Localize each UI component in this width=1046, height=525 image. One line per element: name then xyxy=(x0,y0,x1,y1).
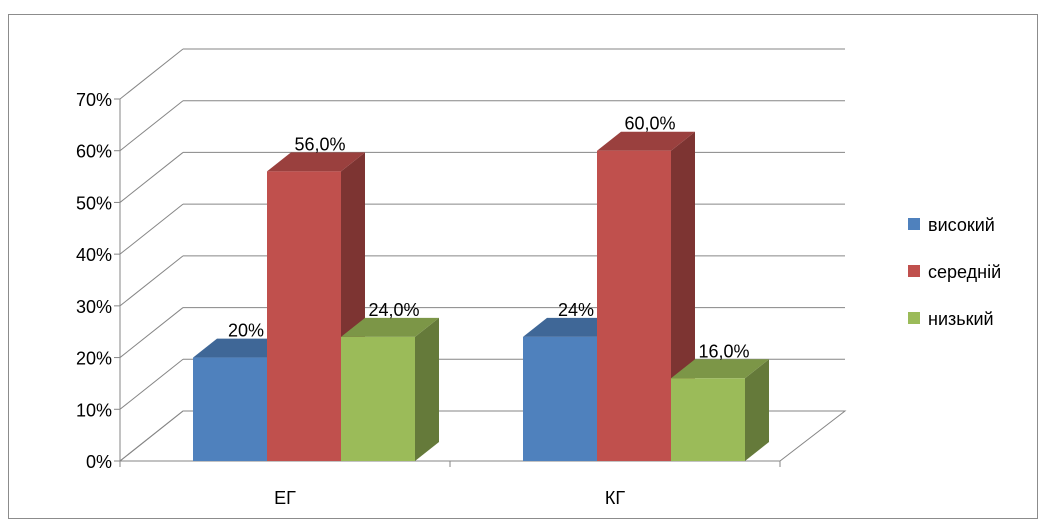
legend-swatch-середній xyxy=(908,265,920,277)
y-tick-label: 20% xyxy=(76,349,112,369)
legend-entry-високий: високий xyxy=(928,215,995,235)
bar-front xyxy=(341,336,415,461)
bar-side xyxy=(745,359,769,461)
data-label: 60,0% xyxy=(624,114,675,134)
gridline-side xyxy=(119,410,184,462)
y-tick-label: 50% xyxy=(76,193,112,213)
data-label: 16,0% xyxy=(698,341,749,361)
legend-swatch-високий xyxy=(908,218,920,230)
bar-top xyxy=(597,131,695,151)
gridline-side xyxy=(119,152,184,203)
y-tick-label: 40% xyxy=(76,245,112,265)
bar-front xyxy=(597,150,671,461)
data-label: 56,0% xyxy=(294,134,345,154)
bar-side xyxy=(415,317,439,461)
bar-top xyxy=(523,317,621,337)
gridline-side xyxy=(119,48,184,100)
x-category-label: ЕГ xyxy=(274,488,296,508)
gridline-side xyxy=(119,358,184,410)
chart-data-labels: 20% 56,0% 24,0% 24% 60,0% 16,0% xyxy=(228,114,750,362)
chart-legend: високий середній низький xyxy=(908,215,1001,329)
bar-front xyxy=(523,336,597,461)
bar-front xyxy=(193,357,267,461)
bar-низький-КГ xyxy=(671,359,769,461)
gridline-side xyxy=(119,307,184,358)
y-tick-label: 0% xyxy=(86,452,112,472)
x-category-label: КГ xyxy=(605,488,625,508)
data-label: 24,0% xyxy=(368,300,419,320)
data-label: 24% xyxy=(558,300,594,320)
y-tick-label: 10% xyxy=(76,400,112,420)
chart-axes: 0% 10% 20% 30% 40% 50% 60% 70% ЕГ КГ xyxy=(76,90,781,508)
legend-entry-низький: низький xyxy=(928,309,994,329)
bar-front xyxy=(267,171,341,461)
bar-top xyxy=(267,152,365,172)
chart-bars xyxy=(193,131,769,461)
gridline-side xyxy=(119,203,184,255)
y-tick-label: 70% xyxy=(76,90,112,110)
bar-top xyxy=(671,359,769,379)
legend-swatch-низький xyxy=(908,312,920,324)
data-label: 20% xyxy=(228,321,264,341)
legend-entry-середній: середній xyxy=(928,262,1001,282)
bar-top xyxy=(341,317,439,337)
gridline-side xyxy=(119,255,184,307)
y-tick-label: 30% xyxy=(76,297,112,317)
y-tick-label: 60% xyxy=(76,142,112,162)
bar-front xyxy=(671,378,745,461)
gridline-side xyxy=(119,100,184,152)
bar-низький-ЕГ xyxy=(341,317,439,461)
bar-top xyxy=(193,338,291,358)
